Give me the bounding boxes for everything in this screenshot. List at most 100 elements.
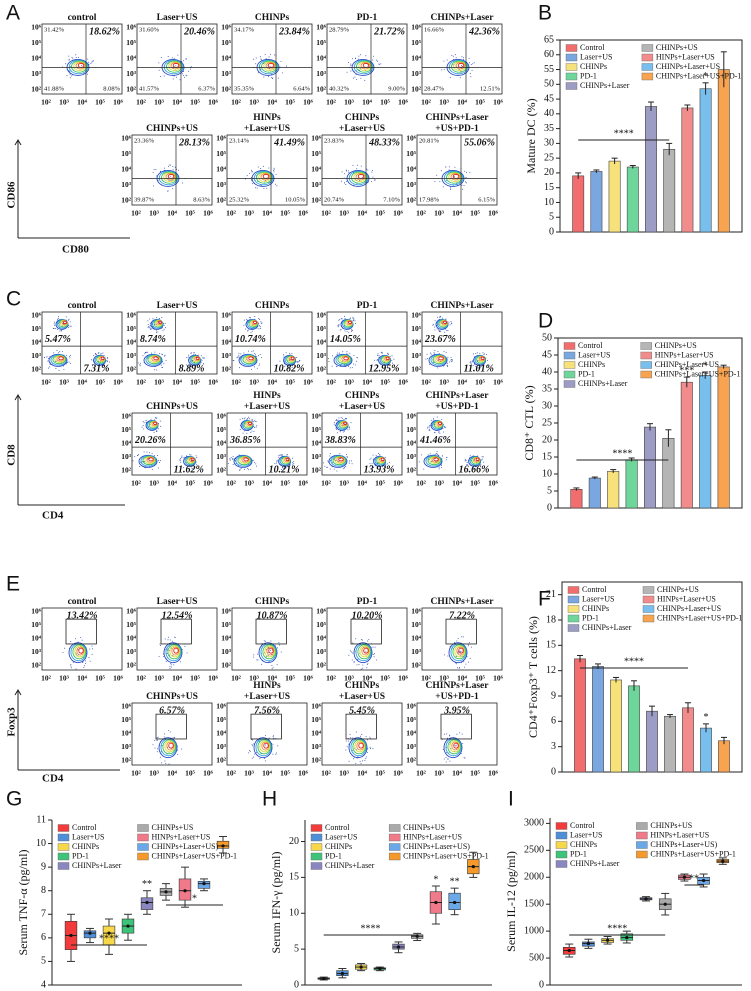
legend-swatch xyxy=(565,53,578,62)
y-tick-label: 10⁴ xyxy=(216,729,227,738)
plot-title: +US+PD-1 xyxy=(435,692,479,702)
plot-frame xyxy=(321,134,403,206)
y-tick-label: 10⁵ xyxy=(406,149,417,158)
legend-label: CHINPs xyxy=(72,842,99,851)
event-dot xyxy=(260,58,262,60)
y-tick-label: 10⁶ xyxy=(126,23,137,32)
event-dot xyxy=(258,325,260,327)
event-dot xyxy=(54,324,56,326)
event-dot xyxy=(243,430,245,432)
event-dot xyxy=(154,369,156,371)
event-dot xyxy=(157,179,159,181)
event-dot xyxy=(176,76,178,78)
event-dot xyxy=(58,352,60,354)
event-dot xyxy=(203,357,205,359)
event-dot xyxy=(370,180,372,182)
legend-label: CHINPs+US xyxy=(403,823,445,832)
x-tick-label: 10² xyxy=(326,98,337,107)
event-dot xyxy=(343,419,345,421)
event-dot xyxy=(161,316,163,318)
event-dot xyxy=(449,76,451,78)
x-tick-label: 10⁴ xyxy=(167,209,178,218)
event-dot xyxy=(150,327,152,329)
event-dot xyxy=(185,74,187,76)
event-dot xyxy=(190,366,192,368)
plot-title: CHINPs xyxy=(345,681,380,691)
event-dot xyxy=(437,367,439,369)
event-dot xyxy=(339,458,341,460)
y-tick-label: 5 xyxy=(294,943,299,954)
event-dot xyxy=(353,319,355,321)
event-dot xyxy=(149,327,151,329)
gate-percent: 5.45% xyxy=(349,705,375,716)
contour xyxy=(446,171,463,184)
event-dot xyxy=(186,357,188,359)
event-dot xyxy=(250,432,252,434)
plot-title: CHINPs xyxy=(345,391,380,401)
event-dot xyxy=(465,176,467,178)
gate-percent: 6.15% xyxy=(478,196,495,203)
event-dot xyxy=(66,354,68,356)
event-dot xyxy=(445,459,447,461)
event-dot xyxy=(480,464,482,466)
event-dot xyxy=(340,318,342,320)
contour xyxy=(190,457,195,462)
y-tick-label: 1000 xyxy=(524,925,544,936)
event-dot xyxy=(371,465,373,467)
event-dot xyxy=(461,636,463,638)
x-tick-label: 10³ xyxy=(344,98,355,107)
event-dot xyxy=(150,352,152,354)
event-dot xyxy=(473,62,475,64)
legend-swatch xyxy=(640,342,652,350)
x-tick-label: 10² xyxy=(231,378,242,387)
event-dot xyxy=(350,737,352,739)
plot-title: CHINPs xyxy=(255,13,290,23)
event-dot xyxy=(251,419,253,421)
gate-percent: 12.95% xyxy=(369,363,400,374)
event-dot xyxy=(278,455,280,457)
contour xyxy=(248,421,252,426)
event-dot xyxy=(464,460,466,462)
gate-percent: 8.63% xyxy=(193,196,210,203)
event-dot xyxy=(340,417,342,419)
event-dot xyxy=(462,58,464,60)
legend-label: Control xyxy=(582,585,607,594)
panel-label: G xyxy=(6,788,22,811)
gate-percent: 16.66% xyxy=(459,464,490,475)
x-tick-label: 10⁵ xyxy=(95,674,106,683)
event-dot xyxy=(454,54,456,56)
significance-mark: **** xyxy=(360,923,380,934)
x-tick-label: 10³ xyxy=(439,98,450,107)
event-dot xyxy=(371,463,373,465)
plot-title: CHINPs+US xyxy=(146,692,198,702)
event-dot xyxy=(186,455,188,457)
significance-mark: **** xyxy=(614,128,634,139)
event-dot xyxy=(142,424,144,426)
x-tick-label: 10² xyxy=(416,479,427,488)
event-dot xyxy=(259,758,261,760)
x-tick-label: 10⁵ xyxy=(190,378,201,387)
event-dot xyxy=(443,758,445,760)
gate-percent: 10.21% xyxy=(269,464,300,475)
gate-percent: 7.56% xyxy=(254,705,280,716)
event-dot xyxy=(229,458,231,460)
event-dot xyxy=(353,354,355,356)
contour xyxy=(361,646,370,656)
x-tick-label: 10⁶ xyxy=(203,209,214,218)
y-tick-label: 10⁵ xyxy=(406,425,417,434)
event-dot xyxy=(372,169,374,171)
event-dot xyxy=(285,467,287,469)
contour xyxy=(167,644,181,660)
event-dot xyxy=(374,359,376,361)
event-dot xyxy=(434,349,436,351)
event-dot xyxy=(434,453,436,455)
y-tick-label: 10³ xyxy=(221,351,232,360)
event-dot xyxy=(352,77,354,79)
event-dot xyxy=(385,465,387,467)
event-dot xyxy=(85,660,87,662)
event-dot xyxy=(439,315,441,317)
event-dot xyxy=(442,748,444,750)
mean-dot xyxy=(625,935,629,940)
gate-percent: 11.01% xyxy=(464,363,494,374)
x-tick-label: 10⁵ xyxy=(375,209,386,218)
